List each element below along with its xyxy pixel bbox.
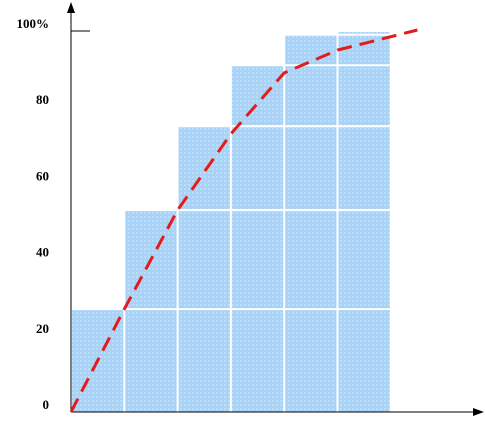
- bar-6: [338, 31, 390, 412]
- bar-2: [125, 210, 177, 412]
- y-tick-label: 60: [36, 168, 49, 183]
- x-axis-arrow-icon: [473, 408, 484, 416]
- y-tick-label: 100%: [17, 16, 50, 31]
- y-tick-label: 0: [43, 397, 50, 412]
- y-tick-label: 40: [36, 245, 49, 260]
- y-axis-arrow-icon: [67, 2, 75, 13]
- cumulative-percent-line: [69, 28, 418, 413]
- y-tick-label: 80: [36, 92, 49, 107]
- bar-4: [231, 65, 284, 412]
- y-tick-labels: 0 20 40 60 80 100%: [17, 16, 50, 412]
- y-tick-label: 20: [36, 321, 49, 336]
- bars-group: [72, 31, 390, 413]
- bar-5: [285, 34, 337, 413]
- bar-3: [178, 126, 230, 412]
